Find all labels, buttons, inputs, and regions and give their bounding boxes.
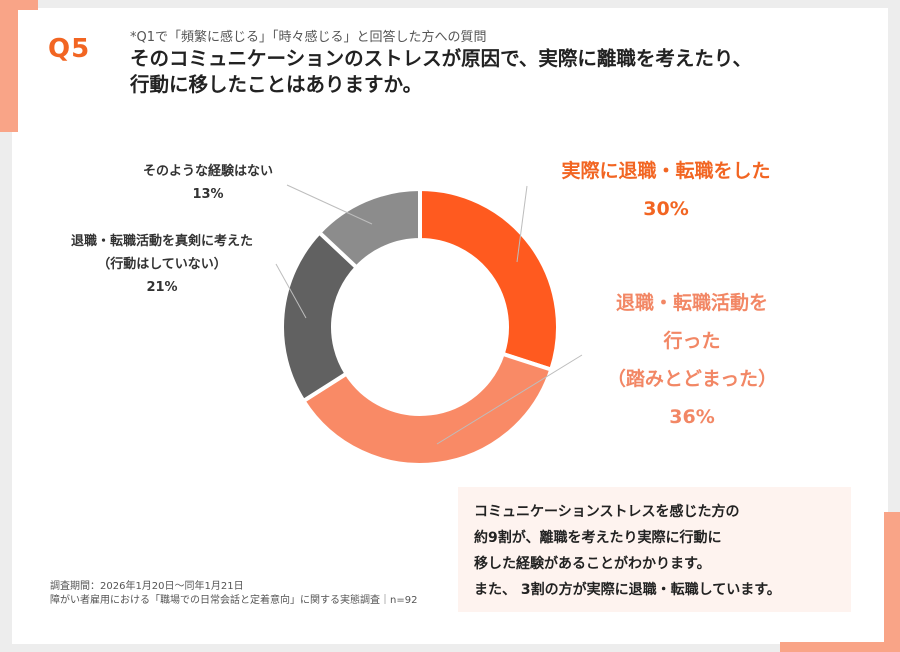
slice-label-2-name-2: 行った	[663, 330, 721, 352]
donut-slice-2	[300, 351, 554, 467]
donut-slice-4	[316, 186, 422, 271]
leader-line-slice-4	[286, 184, 373, 225]
slice-label-3-name-1: 退職・転職活動を真剣に考えた	[70, 234, 253, 249]
slice-label-3-pct: 21%	[146, 280, 178, 295]
survey-period: 調査期間：2026年1月20日〜同年1月21日	[50, 581, 244, 592]
summary-line-4: また、 3割の方が実際に退職・転職しています。	[474, 582, 781, 598]
donut-slices	[280, 186, 560, 467]
corner-accent-bottom-right-bar	[780, 642, 900, 652]
slice-label-4: そのような経験はない 13%	[108, 160, 308, 206]
donut-slice-1	[418, 186, 560, 373]
slice-label-1-name: 実際に退職・転職をした	[561, 160, 771, 182]
leader-line-slice-2	[436, 354, 583, 445]
slice-label-1-pct: 30%	[643, 198, 689, 220]
slice-label-3: 退職・転職活動を真剣に考えた （行動はしていない） 21%	[42, 230, 282, 299]
corner-accent-bottom-right	[884, 512, 900, 652]
summary-box: コミュニケーションストレスを感じた方の 約9割が、離職を考えたり実際に行動に 移…	[458, 487, 851, 612]
question-note: *Q1で「頻繁に感じる」「時々感じる」と回答した方への質問	[130, 30, 487, 45]
summary-line-1: コミュニケーションストレスを感じた方の	[474, 504, 740, 520]
slice-label-2-name-3: （踏みとどまった）	[606, 368, 778, 390]
slice-label-2: 退職・転職活動を 行った （踏みとどまった） 36%	[582, 284, 802, 436]
leader-line-slice-3	[275, 263, 307, 319]
corner-accent-top-left-bar	[0, 0, 38, 10]
slice-label-2-pct: 36%	[669, 406, 715, 428]
slice-label-3-name-2: （行動はしていない）	[97, 257, 227, 272]
slice-label-2-name-1: 退職・転職活動を	[615, 292, 768, 314]
summary-line-2: 約9割が、離職を考えたり実際に行動に	[474, 530, 722, 546]
slice-label-1: 実際に退職・転職をした 30%	[536, 152, 796, 228]
corner-accent-top-left	[0, 0, 18, 132]
slice-label-4-pct: 13%	[192, 187, 224, 202]
survey-footer: 調査期間：2026年1月20日〜同年1月21日 障がい者雇用における「職場での日…	[50, 580, 417, 608]
question-title: そのコミュニケーションのストレスが原因で、実際に離職を考えたり、 行動に移したこ…	[130, 46, 850, 98]
summary-text: コミュニケーションストレスを感じた方の 約9割が、離職を考えたり実際に行動に 移…	[474, 499, 781, 603]
question-title-line-1: そのコミュニケーションのストレスが原因で、実際に離職を考えたり、	[130, 47, 753, 70]
question-number: Q5	[48, 34, 91, 64]
slice-label-4-name: そのような経験はない	[142, 164, 273, 179]
leader-line-slice-1	[516, 185, 528, 263]
summary-line-3: 移した経験があることがわかります。	[474, 556, 711, 572]
question-title-line-2: 行動に移したことはありますか。	[130, 73, 423, 96]
leader-lines	[275, 184, 583, 445]
survey-name: 障がい者雇用における「職場での日常会話と定着意向」に関する実態調査｜n=92	[50, 595, 418, 606]
